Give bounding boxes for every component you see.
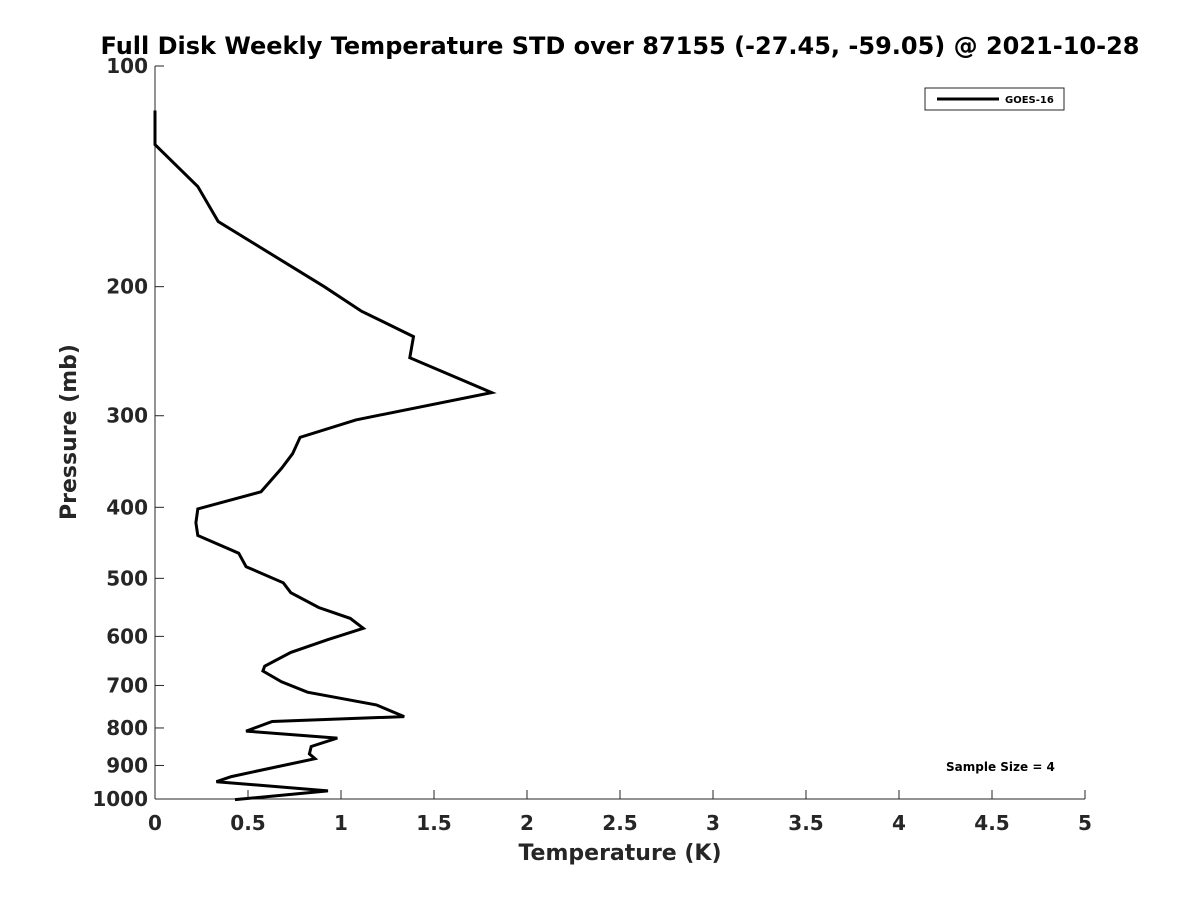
y-tick-label: 900 bbox=[106, 753, 148, 777]
x-ticks: 0 0.5 1 1.5 2 2.5 3 3.5 4 4.5 5 bbox=[148, 790, 1092, 835]
x-tick-label: 2.5 bbox=[602, 811, 637, 835]
y-tick-label: 800 bbox=[106, 716, 148, 740]
y-axis-label: Pressure (mb) bbox=[57, 344, 82, 520]
legend: GOES-16 bbox=[924, 87, 1065, 111]
x-tick-label: 5 bbox=[1078, 811, 1092, 835]
x-tick-label: 4.5 bbox=[974, 811, 1009, 835]
x-tick-label: 2 bbox=[520, 811, 534, 835]
y-tick-label: 200 bbox=[106, 275, 148, 299]
y-tick-label: 500 bbox=[106, 566, 148, 590]
sample-size-annotation: Sample Size = 4 bbox=[946, 760, 1055, 774]
chart-title: Full Disk Weekly Temperature STD over 87… bbox=[101, 32, 1140, 60]
x-axis-label: Temperature (K) bbox=[518, 841, 721, 866]
series-line-goes-16 bbox=[153, 110, 497, 802]
y-ticks: 100 200 300 400 500 600 700 800 900 1000 bbox=[92, 54, 164, 811]
y-tick-label: 400 bbox=[106, 495, 148, 519]
y-tick-label: 100 bbox=[106, 54, 148, 78]
series-layer bbox=[153, 110, 497, 802]
x-tick-label: 0.5 bbox=[230, 811, 265, 835]
x-tick-label: 1 bbox=[334, 811, 348, 835]
x-tick-label: 3 bbox=[706, 811, 720, 835]
y-tick-label: 700 bbox=[106, 673, 148, 697]
legend-entry-goes-16: GOES-16 bbox=[1005, 95, 1054, 106]
x-tick-label: 4 bbox=[892, 811, 906, 835]
y-tick-label: 300 bbox=[106, 404, 148, 428]
x-tick-label: 0 bbox=[148, 811, 162, 835]
x-tick-label: 1.5 bbox=[416, 811, 451, 835]
y-tick-label: 1000 bbox=[92, 787, 148, 811]
y-tick-label: 600 bbox=[106, 624, 148, 648]
x-tick-label: 3.5 bbox=[788, 811, 823, 835]
plot-area bbox=[155, 66, 1085, 799]
